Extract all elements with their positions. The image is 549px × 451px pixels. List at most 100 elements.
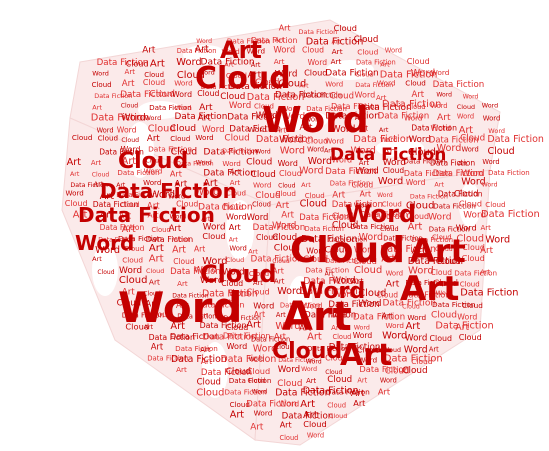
- filler-word: Word: [278, 365, 300, 375]
- filler-word: Word: [488, 127, 505, 135]
- filler-word: Cloud: [125, 321, 149, 331]
- filler-word: Cloud: [408, 147, 436, 158]
- filler-word: Word: [355, 90, 376, 100]
- filler-word: Word: [174, 78, 192, 87]
- filler-word: Word: [482, 101, 498, 109]
- filler-word: Cloud: [149, 89, 175, 99]
- filler-word: Art: [300, 399, 315, 410]
- filler-word: Word: [463, 210, 486, 220]
- filler-word: Cloud: [411, 357, 432, 366]
- filler-word: Word: [168, 192, 185, 200]
- filler-word: Art: [303, 410, 318, 421]
- filler-word: Cloud: [330, 91, 354, 101]
- word-word-left: Word: [75, 231, 134, 255]
- filler-word: Word: [378, 176, 403, 187]
- filler-word: Data Fiction: [175, 344, 218, 353]
- filler-word: Data Fiction: [303, 386, 359, 397]
- filler-word: Data Fiction: [353, 134, 412, 145]
- filler-word: Word: [330, 311, 347, 319]
- filler-word: Data Fiction: [98, 237, 134, 244]
- filler-word: Word: [302, 302, 322, 311]
- filler-word: Data Fiction: [198, 201, 253, 212]
- filler-word: Cloud: [433, 279, 458, 289]
- filler-word: Cloud: [197, 89, 219, 98]
- filler-word: Data Fiction: [433, 201, 476, 210]
- filler-word: Art: [412, 90, 425, 100]
- filler-word: Word: [144, 167, 163, 176]
- filler-word: Data Fiction: [402, 290, 450, 300]
- filler-word: Word: [332, 156, 353, 165]
- filler-word: Art: [149, 243, 164, 254]
- filler-word: Cloud: [325, 353, 348, 362]
- filler-word: Data Fiction: [91, 112, 149, 123]
- filler-word: Word: [461, 169, 484, 179]
- filler-word: Cloud: [222, 203, 244, 212]
- filler-word: Art: [299, 323, 312, 333]
- filler-word: Art: [275, 125, 286, 134]
- filler-word: Cloud: [176, 200, 198, 209]
- filler-word: Data Fiction: [306, 105, 346, 113]
- filler-word: Cloud: [430, 334, 453, 343]
- filler-word: Word: [249, 356, 265, 363]
- filler-word: Word: [431, 124, 452, 133]
- filler-word: Art: [149, 277, 160, 286]
- filler-word: Art: [248, 248, 258, 256]
- filler-word: Word: [358, 299, 381, 309]
- filler-word: Data Fiction: [275, 388, 330, 399]
- filler-word: Data Fiction: [433, 80, 485, 90]
- filler-word: Word: [404, 114, 422, 123]
- filler-word: Art: [230, 168, 241, 176]
- filler-word: Word: [406, 178, 426, 187]
- filler-word: Data Fiction: [330, 179, 370, 187]
- filler-word: Art: [100, 191, 115, 202]
- filler-word: Art: [332, 191, 346, 201]
- filler-word: Cloud: [435, 246, 453, 253]
- filler-word: Word: [256, 111, 278, 121]
- filler-word: Art: [276, 200, 290, 211]
- filler-word: Data Fiction: [302, 92, 342, 100]
- filler-word: Cloud: [357, 48, 378, 57]
- filler-word: Data Fiction: [383, 235, 422, 243]
- filler-word: Data Fiction: [224, 315, 261, 322]
- filler-word: Cloud: [170, 135, 190, 143]
- filler-word: Word: [482, 181, 498, 188]
- filler-word: Cloud: [358, 288, 386, 299]
- filler-word: Art: [382, 312, 394, 321]
- word-art-top: Art: [220, 36, 262, 64]
- filler-word: Cloud: [402, 366, 427, 376]
- filler-word: Art: [275, 36, 285, 44]
- filler-word: Data Fiction: [177, 47, 217, 55]
- filler-word: Art: [459, 125, 474, 136]
- filler-word: Cloud: [460, 134, 485, 144]
- filler-word: Word: [325, 137, 344, 146]
- filler-word: Word: [411, 68, 436, 79]
- filler-word: Cloud: [255, 78, 279, 88]
- filler-word: Cloud: [173, 257, 195, 266]
- filler-word: Cloud: [272, 258, 290, 265]
- filler-word: Cloud: [121, 137, 139, 144]
- filler-word: Art: [148, 210, 159, 219]
- filler-word: Data Fiction: [203, 168, 255, 178]
- filler-word: Word: [299, 166, 323, 177]
- filler-word: Cloud: [302, 45, 324, 54]
- filler-word: Data Fiction: [429, 226, 470, 234]
- filler-word: Data Fiction: [307, 344, 350, 353]
- pip-left-3: [92, 244, 118, 296]
- filler-word: Cloud: [354, 265, 382, 276]
- filler-word: Word: [248, 125, 267, 134]
- filler-word: Word: [307, 432, 324, 440]
- filler-word: Data Fiction: [300, 286, 358, 297]
- filler-word: Data Fiction: [201, 58, 255, 68]
- filler-word: Data Fiction: [305, 225, 344, 233]
- filler-word: Data Fiction: [256, 134, 314, 145]
- filler-word: Data Fiction: [147, 354, 188, 362]
- filler-word: Word: [280, 146, 305, 157]
- filler-word: Cloud: [327, 375, 352, 385]
- filler-word: Art: [455, 322, 469, 333]
- filler-word: Word: [354, 246, 376, 256]
- filler-word: Cloud: [383, 166, 405, 175]
- filler-word: Art: [279, 24, 291, 33]
- filler-word: Data Fiction: [380, 244, 436, 255]
- filler-word: Cloud: [432, 234, 452, 242]
- filler-word: Word: [456, 222, 477, 232]
